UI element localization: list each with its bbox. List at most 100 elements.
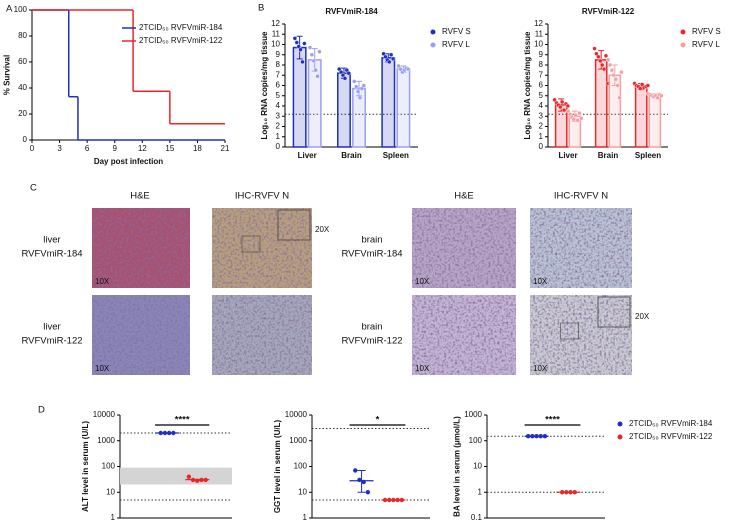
y-tick-label: 1 <box>539 132 544 141</box>
legend-label: RVFV L <box>692 40 720 49</box>
bar <box>396 68 411 148</box>
y-tick-label: 60 <box>18 57 27 66</box>
data-point <box>313 67 318 73</box>
data-point <box>565 103 571 109</box>
x-tick-label: 21 <box>221 144 230 153</box>
data-point <box>538 434 543 439</box>
x-tick-label: Spleen <box>383 151 409 160</box>
data-point <box>638 86 643 91</box>
y-tick-label: 1 <box>478 487 483 496</box>
data-point <box>573 113 578 118</box>
x-tick-label: Liver <box>298 151 317 160</box>
data-point <box>575 118 580 123</box>
magnification-label: 10X <box>415 277 430 286</box>
data-point <box>307 45 313 50</box>
data-point <box>579 116 584 121</box>
data-point <box>405 66 411 72</box>
micrograph-texture <box>92 208 190 288</box>
data-point <box>611 73 617 78</box>
data-point <box>619 69 624 75</box>
y-tick-label: 3 <box>276 111 281 120</box>
y-tick-label: 6 <box>539 81 544 90</box>
data-point <box>315 74 320 79</box>
data-point <box>601 66 607 72</box>
y-tick-label: 1 <box>303 513 308 522</box>
data-point <box>607 62 613 68</box>
y-axis-label: BA level in serum (μmol/L) <box>453 416 462 517</box>
x-tick-label: 0 <box>30 144 35 153</box>
legend-swatch <box>680 29 686 35</box>
data-point <box>592 46 597 51</box>
data-point <box>388 52 394 57</box>
x-tick-label: 6 <box>85 144 90 153</box>
y-tick-label: 11 <box>272 29 281 38</box>
data-point <box>199 477 204 483</box>
y-tick-label: 7 <box>276 70 281 79</box>
data-point <box>292 36 298 41</box>
magnification-label: 10X <box>533 364 548 373</box>
x-tick-label: Liver <box>558 151 577 160</box>
data-point <box>302 41 307 46</box>
x-tick-label: 15 <box>165 144 174 153</box>
bar <box>648 95 662 148</box>
data-point <box>542 434 548 439</box>
data-point <box>357 95 363 101</box>
y-tick-label: 1 <box>111 513 116 522</box>
data-point <box>615 83 620 88</box>
y-tick-label: 2 <box>276 122 281 131</box>
row-label: RVFVmiR-122 <box>21 336 82 347</box>
row-label: RVFVmiR-122 <box>341 336 402 347</box>
data-point <box>361 83 366 88</box>
magnification-label: 10X <box>415 364 430 373</box>
data-point <box>564 490 569 495</box>
micrograph-texture <box>92 295 190 375</box>
y-tick-label: 0 <box>23 135 28 144</box>
data-point <box>395 497 400 503</box>
data-point <box>158 430 163 436</box>
data-point <box>171 430 176 436</box>
micrograph-texture <box>212 295 312 375</box>
y-tick-label: 10000 <box>285 410 308 419</box>
panel-label: A <box>6 4 13 15</box>
panel-label: D <box>38 405 45 416</box>
bar <box>381 57 396 148</box>
y-axis-label: Log₁₀ RNA copies/mg tissue <box>523 31 532 140</box>
magnification-label: 10X <box>533 277 548 286</box>
data-point <box>605 57 611 63</box>
legend-swatch <box>617 421 623 427</box>
inset-label: 20X <box>315 225 330 234</box>
legend-label: RVFV L <box>442 40 470 49</box>
y-tick-label: 10 <box>106 487 115 496</box>
y-tick-label: 100 <box>469 436 483 445</box>
y-tick-label: 5 <box>276 91 281 100</box>
magnification-label: 10X <box>95 364 110 373</box>
data-point <box>186 474 192 479</box>
data-point <box>609 67 615 73</box>
x-tick-label: 12 <box>138 144 147 153</box>
data-point <box>382 497 388 503</box>
column-header: H&E <box>130 191 150 202</box>
inset-frame <box>597 296 631 328</box>
inset-source <box>241 235 261 253</box>
significance-label: **** <box>545 415 560 426</box>
row-label: brain <box>361 235 382 246</box>
data-point <box>166 430 172 436</box>
x-tick-label: 3 <box>57 144 62 153</box>
magnification-label: 10X <box>95 277 110 286</box>
row-label: RVFVmiR-184 <box>21 249 82 260</box>
chart-title: RVFVmiR-122 <box>582 7 635 16</box>
data-point <box>598 58 603 64</box>
data-point <box>577 110 582 116</box>
inset-source <box>560 322 579 340</box>
x-tick-label: 18 <box>193 144 202 153</box>
bar <box>634 85 648 148</box>
inset-frame <box>277 209 311 241</box>
normal-range <box>120 467 232 485</box>
y-tick-label: 0.1 <box>471 513 483 522</box>
y-tick-label: 5 <box>539 91 544 100</box>
data-point <box>365 490 371 495</box>
data-point <box>353 468 358 473</box>
data-point <box>645 83 651 88</box>
y-tick-label: 10 <box>473 462 482 471</box>
y-axis-label: Log₁₀ RNA copies/mg tissue <box>260 31 269 140</box>
